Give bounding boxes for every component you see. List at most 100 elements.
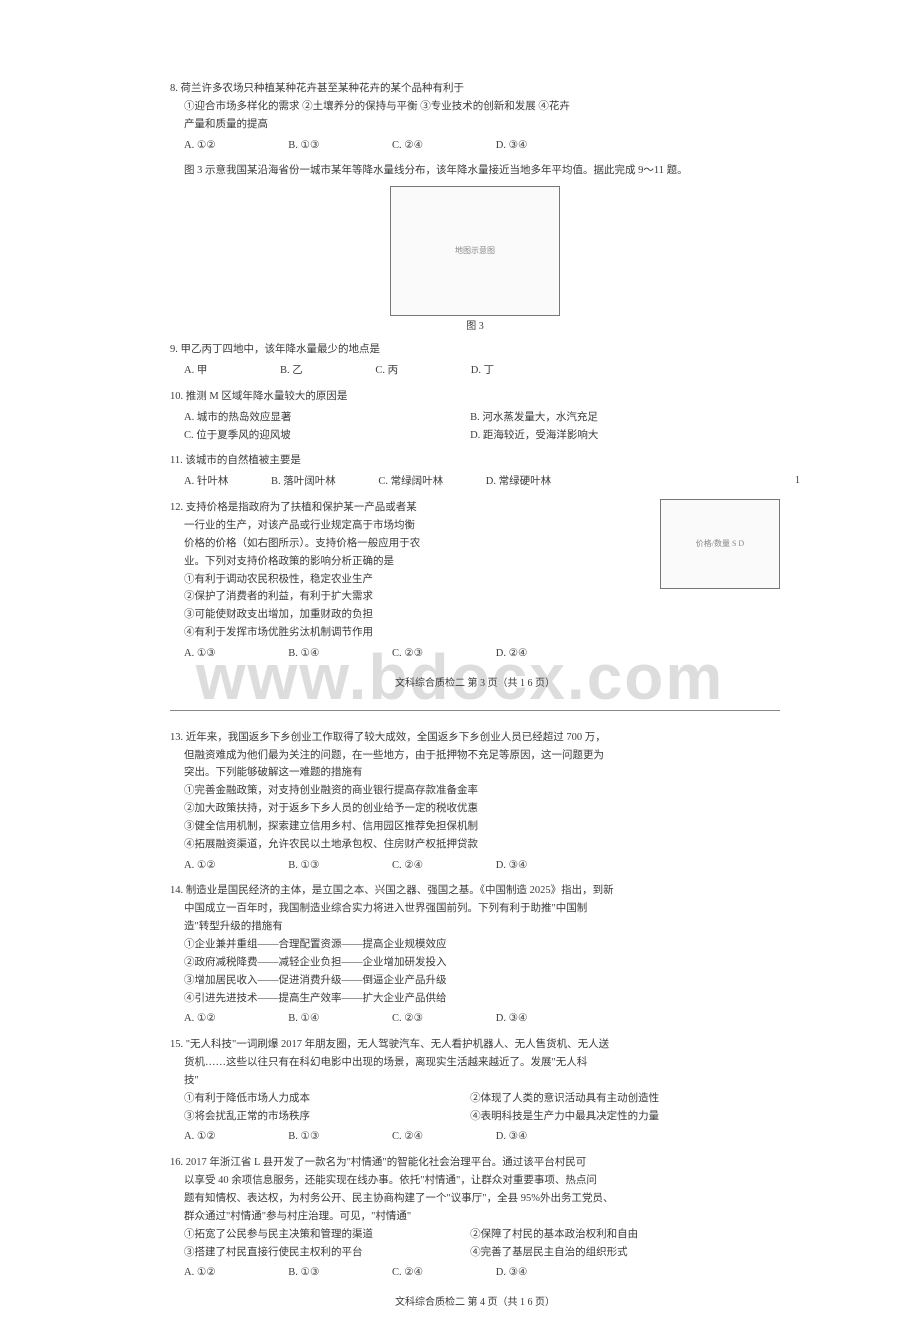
question-11: 11. 该城市的自然植被主要是 A. 针叶林 B. 落叶阔叶林 C. 常绿阔叶林… xyxy=(170,452,780,491)
q13-options: A. ①② B. ①③ C. ②④ D. ③④ xyxy=(170,857,780,875)
q9-opt-a: A. 甲 xyxy=(184,362,207,380)
q10-opt-c: C. 位于夏季风的迎风坡 xyxy=(184,427,470,445)
page-content: 8. 荷兰许多农场只种植某种花卉甚至某种花卉的某个品种有利于 ①迎合市场多样化的… xyxy=(0,0,920,1331)
q14-opt-a: A. ①② xyxy=(184,1010,216,1028)
q9-opt-b: B. 乙 xyxy=(280,362,303,380)
q8-opt-c: C. ②④ xyxy=(392,137,423,155)
question-14: 14. 制造业是国民经济的主体，是立国之本、兴国之器、强国之基。《中国制造 20… xyxy=(170,882,780,1028)
q14-opt-d: D. ③④ xyxy=(496,1010,528,1028)
q9-opt-c: C. 丙 xyxy=(375,362,398,380)
q15-c1: ①有利于降低市场人力成本 xyxy=(184,1090,470,1108)
q12-opt-a: A. ①③ xyxy=(184,645,216,663)
q12-c3: ③可能使财政支出增加，加重财政的负担 xyxy=(170,606,650,624)
q13-c3: ③健全信用机制，探索建立信用乡村、信用园区推荐免担保机制 xyxy=(170,818,780,836)
q11-stem: 11. 该城市的自然植被主要是 xyxy=(170,452,780,470)
context-9-11: 图 3 示意我国某沿海省份一城市某年等降水量线分布，该年降水量接近当地多年平均值… xyxy=(170,162,780,180)
q8-opt-a: A. ①② xyxy=(184,137,216,155)
q12-options: A. ①③ B. ①④ C. ②③ D. ②④ xyxy=(170,645,780,663)
q8-stem: 8. 荷兰许多农场只种植某种花卉甚至某种花卉的某个品种有利于 xyxy=(170,80,780,98)
question-16: 16. 2017 年浙江省 L 县开发了一款名为"村情通"的智能化社会治理平台。… xyxy=(170,1154,780,1282)
q14-c1: ①企业兼并重组——合理配置资源——提高企业规模效应 xyxy=(170,936,780,954)
q16-c4: ④完善了基层民主自治的组织形式 xyxy=(470,1244,756,1262)
q13-opt-d: D. ③④ xyxy=(496,857,528,875)
q15-opt-b: B. ①③ xyxy=(288,1128,319,1146)
q11-opt-b: B. 落叶阔叶林 xyxy=(271,473,336,491)
q9-opt-d: D. 丁 xyxy=(471,362,494,380)
q16-c3: ③搭建了村民直接行使民主权利的平台 xyxy=(184,1244,470,1262)
q14-line3: 造"转型升级的措施有 xyxy=(170,918,780,936)
q16-opt-b: B. ①③ xyxy=(288,1264,319,1282)
q16-line1: 16. 2017 年浙江省 L 县开发了一款名为"村情通"的智能化社会治理平台。… xyxy=(170,1154,780,1172)
q9-options: A. 甲 B. 乙 C. 丙 D. 丁 xyxy=(170,362,780,380)
q12-c2: ②保护了消费者的利益，有利于扩大需求 xyxy=(170,588,650,606)
q15-opt-d: D. ③④ xyxy=(496,1128,528,1146)
q16-opt-a: A. ①② xyxy=(184,1264,216,1282)
q14-c3: ③增加居民收入——促进消费升级——倒逼企业产品升级 xyxy=(170,972,780,990)
figure-3-container: 地图示意图 xyxy=(170,186,780,316)
q15-options: A. ①② B. ①③ C. ②④ D. ③④ xyxy=(170,1128,780,1146)
q12-line4: 业。下列对支持价格政策的影响分析正确的是 xyxy=(170,553,650,571)
q15-line3: 技" xyxy=(170,1072,780,1090)
q13-opt-c: C. ②④ xyxy=(392,857,423,875)
question-8: 8. 荷兰许多农场只种植某种花卉甚至某种花卉的某个品种有利于 ①迎合市场多样化的… xyxy=(170,80,780,154)
q14-opt-c: C. ②③ xyxy=(392,1010,423,1028)
q10-opt-b: B. 河水蒸发量大，水汽充足 xyxy=(470,409,756,427)
footer-page-3: 文科综合质检二 第 3 页（共 1 6 页） xyxy=(170,675,780,692)
q16-options: A. ①② B. ①③ C. ②④ D. ③④ xyxy=(170,1264,780,1282)
q15-c2: ②体现了人类的意识活动具有主动创造性 xyxy=(470,1090,756,1108)
q14-c4: ④引进先进技术——提高生产效率——扩大企业产品供给 xyxy=(170,990,780,1008)
q14-c2: ②政府减税降费——减轻企业负担——企业增加研发投入 xyxy=(170,954,780,972)
q12-figure: 价格/数量 S D xyxy=(660,499,780,589)
q16-c2: ②保障了村民的基本政治权利和自由 xyxy=(470,1226,756,1244)
figure-3-caption: 图 3 xyxy=(170,318,780,335)
question-13: 13. 近年来，我国返乡下乡创业工作取得了较大成效，全国返乡下乡创业人员已经超过… xyxy=(170,729,780,875)
q16-opt-c: C. ②④ xyxy=(392,1264,423,1282)
q10-options: A. 城市的热岛效应显著 B. 河水蒸发量大，水汽充足 C. 位于夏季风的迎风坡… xyxy=(170,409,780,445)
q14-options: A. ①② B. ①④ C. ②③ D. ③④ xyxy=(170,1010,780,1028)
q15-opt-a: A. ①② xyxy=(184,1128,216,1146)
q8-choices-line2: 产量和质量的提高 xyxy=(170,116,780,134)
q15-choices: ①有利于降低市场人力成本 ②体现了人类的意识活动具有主动创造性 ③将会扰乱正常的… xyxy=(170,1090,780,1126)
q12-opt-d: D. ②④ xyxy=(496,645,528,663)
q9-stem: 9. 甲乙丙丁四地中，该年降水量最少的地点是 xyxy=(170,341,780,359)
q13-c4: ④拓展融资渠道，允许农民以土地承包权、住房财产权抵押贷款 xyxy=(170,836,780,854)
question-12: 12. 支持价格是指政府为了扶植和保护某一产品或者某 一行业的生产，对该产品或行… xyxy=(170,499,780,663)
q15-opt-c: C. ②④ xyxy=(392,1128,423,1146)
q8-choices-line1: ①迎合市场多样化的需求 ②土壤养分的保持与平衡 ③专业技术的创新和发展 ④花卉 xyxy=(170,98,780,116)
q15-line1: 15. "无人科技"一词刷爆 2017 年朋友圈，无人驾驶汽车、无人看护机器人、… xyxy=(170,1036,780,1054)
question-10: 10. 推测 M 区域年降水量较大的原因是 A. 城市的热岛效应显著 B. 河水… xyxy=(170,388,780,445)
q15-c4: ④表明科技是生产力中最具决定性的力量 xyxy=(470,1108,756,1126)
q12-c1: ①有利于调动农民积极性，稳定农业生产 xyxy=(170,571,650,589)
q8-options: A. ①② B. ①③ C. ②④ D. ③④ xyxy=(170,137,780,155)
q13-opt-a: A. ①② xyxy=(184,857,216,875)
q13-line2: 但融资难成为他们最为关注的问题，在一些地方，由于抵押物不充足等原因，这一问题更为 xyxy=(170,747,780,765)
page-divider xyxy=(170,710,780,711)
q12-line3: 价格的价格（如右图所示）。支持价格一般应用于农 xyxy=(170,535,650,553)
q8-opt-b: B. ①③ xyxy=(288,137,319,155)
q12-opt-c: C. ②③ xyxy=(392,645,423,663)
q16-choices: ①拓宽了公民参与民主决策和管理的渠道 ②保障了村民的基本政治权利和自由 ③搭建了… xyxy=(170,1226,780,1262)
q15-line2: 货机……这些以往只有在科幻电影中出现的场景，离现实生活越来越近了。发展"无人科 xyxy=(170,1054,780,1072)
q13-c2: ②加大政策扶持，对于返乡下乡人员的创业给予一定的税收优惠 xyxy=(170,800,780,818)
q10-stem: 10. 推测 M 区域年降水量较大的原因是 xyxy=(170,388,780,406)
q14-line2: 中国成立一百年时，我国制造业综合实力将进入世界强国前列。下列有利于助推"中国制 xyxy=(170,900,780,918)
figure-3: 地图示意图 xyxy=(390,186,560,316)
q12-c4: ④有利于发挥市场优胜劣汰机制调节作用 xyxy=(170,624,780,642)
q13-opt-b: B. ①③ xyxy=(288,857,319,875)
q13-line1: 13. 近年来，我国返乡下乡创业工作取得了较大成效，全国返乡下乡创业人员已经超过… xyxy=(170,729,780,747)
q16-line3: 题有知情权、表达权，为村务公开、民主协商构建了一个"议事厅"，全县 95%外出务… xyxy=(170,1190,780,1208)
q16-line2: 以享受 40 余项信息服务，还能实现在线办事。依托"村情通"，让群众对重要事项、… xyxy=(170,1172,780,1190)
q12-opt-b: B. ①④ xyxy=(288,645,319,663)
q13-c1: ①完善金融政策，对支持创业融资的商业银行提高存款准备金率 xyxy=(170,782,780,800)
q11-opt-a: A. 针叶林 xyxy=(184,473,228,491)
q16-line4: 群众通过"村情通"参与村庄治理。可见，"村情通" xyxy=(170,1208,780,1226)
footer-page-4: 文科综合质检二 第 4 页（共 1 6 页） xyxy=(170,1294,780,1311)
q15-c3: ③将会扰乱正常的市场秩序 xyxy=(184,1108,470,1126)
q14-opt-b: B. ①④ xyxy=(288,1010,319,1028)
q16-c1: ①拓宽了公民参与民主决策和管理的渠道 xyxy=(184,1226,470,1244)
q10-opt-a: A. 城市的热岛效应显著 xyxy=(184,409,470,427)
q8-opt-d: D. ③④ xyxy=(496,137,528,155)
question-15: 15. "无人科技"一词刷爆 2017 年朋友圈，无人驾驶汽车、无人看护机器人、… xyxy=(170,1036,780,1146)
q11-opt-d: D. 常绿硬叶林 xyxy=(486,473,551,491)
q10-opt-d: D. 距海较近，受海洋影响大 xyxy=(470,427,756,445)
